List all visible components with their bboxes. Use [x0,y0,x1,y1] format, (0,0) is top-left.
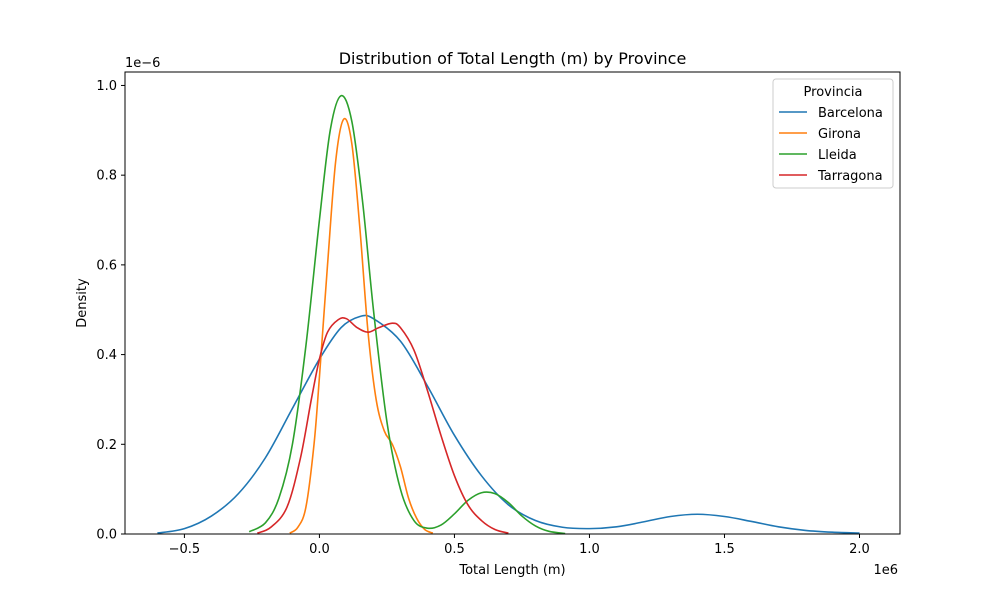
y-tick-label: 0.6 [96,258,117,273]
y-axis-offset-label: 1e−6 [125,56,160,71]
x-axis-offset-label: 1e6 [873,563,898,578]
series-line-barcelona [157,314,860,534]
x-tick-label: 1.0 [579,542,600,557]
x-axis-label: Total Length (m) [458,563,565,578]
x-tick-label: 0.5 [444,542,465,557]
series-line-tarragona [257,316,509,534]
x-axis-ticks: −0.5 0.0 0.5 1.0 1.5 2.0 [169,534,870,557]
legend-label-barcelona: Barcelona [818,106,883,121]
series-line-lleida [248,94,566,535]
y-tick-label: 0.4 [96,348,117,363]
y-axis-label: Density [75,278,90,328]
series-layer [157,94,860,535]
series-line-girona [289,117,434,534]
x-tick-label: 2.0 [849,542,870,557]
y-axis-ticks: 0.0 0.2 0.4 0.6 0.8 1.0 [96,79,125,543]
y-tick-label: 0.2 [96,438,117,453]
axes-frame [124,71,901,535]
legend-label-tarragona: Tarragona [817,169,883,184]
legend-entries: Barcelona Girona Lleida Tarragona [779,106,883,184]
legend-title: Provincia [804,85,863,100]
x-tick-label: −0.5 [169,542,201,557]
y-tick-label: 1.0 [96,79,117,94]
y-tick-label: 0.8 [96,169,117,184]
legend-label-lleida: Lleida [818,148,857,163]
chart-title: Distribution of Total Length (m) by Prov… [339,49,687,68]
x-tick-label: 1.5 [714,542,735,557]
legend-frame [772,78,894,189]
x-tick-label: 0.0 [309,542,330,557]
legend: Provincia Barcelona Girona Lleida Tarragona [772,78,894,189]
legend-label-girona: Girona [818,127,861,142]
plot-area [124,71,901,535]
y-tick-label: 0.0 [96,528,117,543]
